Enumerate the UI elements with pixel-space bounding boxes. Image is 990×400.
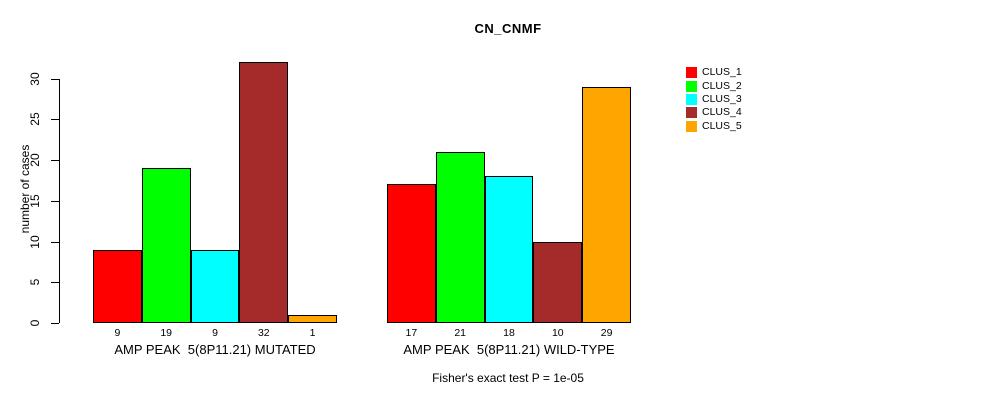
legend-swatch-clus_3 (686, 93, 697, 105)
bar-value-label: 9 (212, 327, 218, 339)
legend-swatch-clus_1 (686, 67, 697, 79)
bar-CLUS_3 (190, 249, 240, 323)
y-tick-label: 10 (28, 234, 42, 249)
legend: CLUS_1 CLUS_2 CLUS_3 CLUS_4 CLUS_5 (686, 66, 742, 133)
bar-value-label: 9 (114, 327, 121, 339)
y-tick (51, 282, 59, 284)
legend-item: CLUS_3 (686, 93, 742, 106)
legend-item: CLUS_1 (686, 66, 742, 79)
bar-CLUS_5 (288, 314, 337, 323)
y-tick (51, 78, 59, 80)
legend-item: CLUS_4 (686, 106, 742, 119)
y-tick (51, 323, 59, 324)
x-group-label: AMP PEAK 5(8P11.21) WILD-TYPE (403, 342, 615, 357)
bar-CLUS_1 (387, 184, 436, 323)
legend-label: CLUS_4 (702, 106, 742, 119)
y-tick (51, 119, 59, 121)
y-tick-label: 5 (28, 278, 42, 286)
legend-item: CLUS_5 (686, 120, 742, 133)
legend-item: CLUS_2 (686, 79, 742, 92)
bar-value-label: 18 (503, 327, 515, 339)
y-tick-label: 0 (28, 319, 42, 327)
y-tick-label: 30 (28, 71, 42, 86)
legend-label: CLUS_1 (702, 66, 742, 79)
bar-CLUS_4 (239, 62, 289, 323)
x-group-label: AMP PEAK 5(8P11.21) MUTATED (114, 342, 316, 357)
bar-value-label: 29 (600, 327, 613, 339)
bar-value-label: 17 (405, 327, 418, 339)
bar-CLUS_4 (533, 241, 583, 323)
bar-value-label: 10 (551, 327, 564, 339)
legend-swatch-clus_2 (686, 80, 697, 92)
legend-swatch-clus_5 (686, 120, 697, 132)
y-tick-label: 15 (28, 194, 42, 208)
y-tick (51, 160, 59, 161)
bar-value-label: 32 (257, 327, 270, 339)
y-tick-label: 20 (28, 153, 42, 167)
chart-title: CN_CNMF (474, 21, 542, 36)
bar-CLUS_1 (93, 249, 142, 323)
y-tick (51, 241, 59, 243)
y-axis-line (59, 78, 60, 323)
legend-label: CLUS_2 (702, 79, 742, 92)
bar-CLUS_3 (484, 176, 534, 323)
y-tick-label: 25 (28, 112, 42, 126)
bar-CLUS_2 (435, 151, 485, 323)
bar-value-label: 1 (309, 327, 316, 339)
bar-value-label: 19 (160, 327, 173, 339)
bar-CLUS_5 (582, 86, 631, 323)
legend-label: CLUS_5 (702, 119, 742, 132)
bar-CLUS_2 (141, 168, 191, 323)
legend-swatch-clus_4 (686, 107, 697, 119)
bar-value-label: 21 (454, 327, 467, 339)
legend-label: CLUS_3 (702, 92, 742, 105)
y-tick (51, 200, 59, 202)
footnote: Fisher's exact test P = 1e-05 (432, 371, 584, 385)
